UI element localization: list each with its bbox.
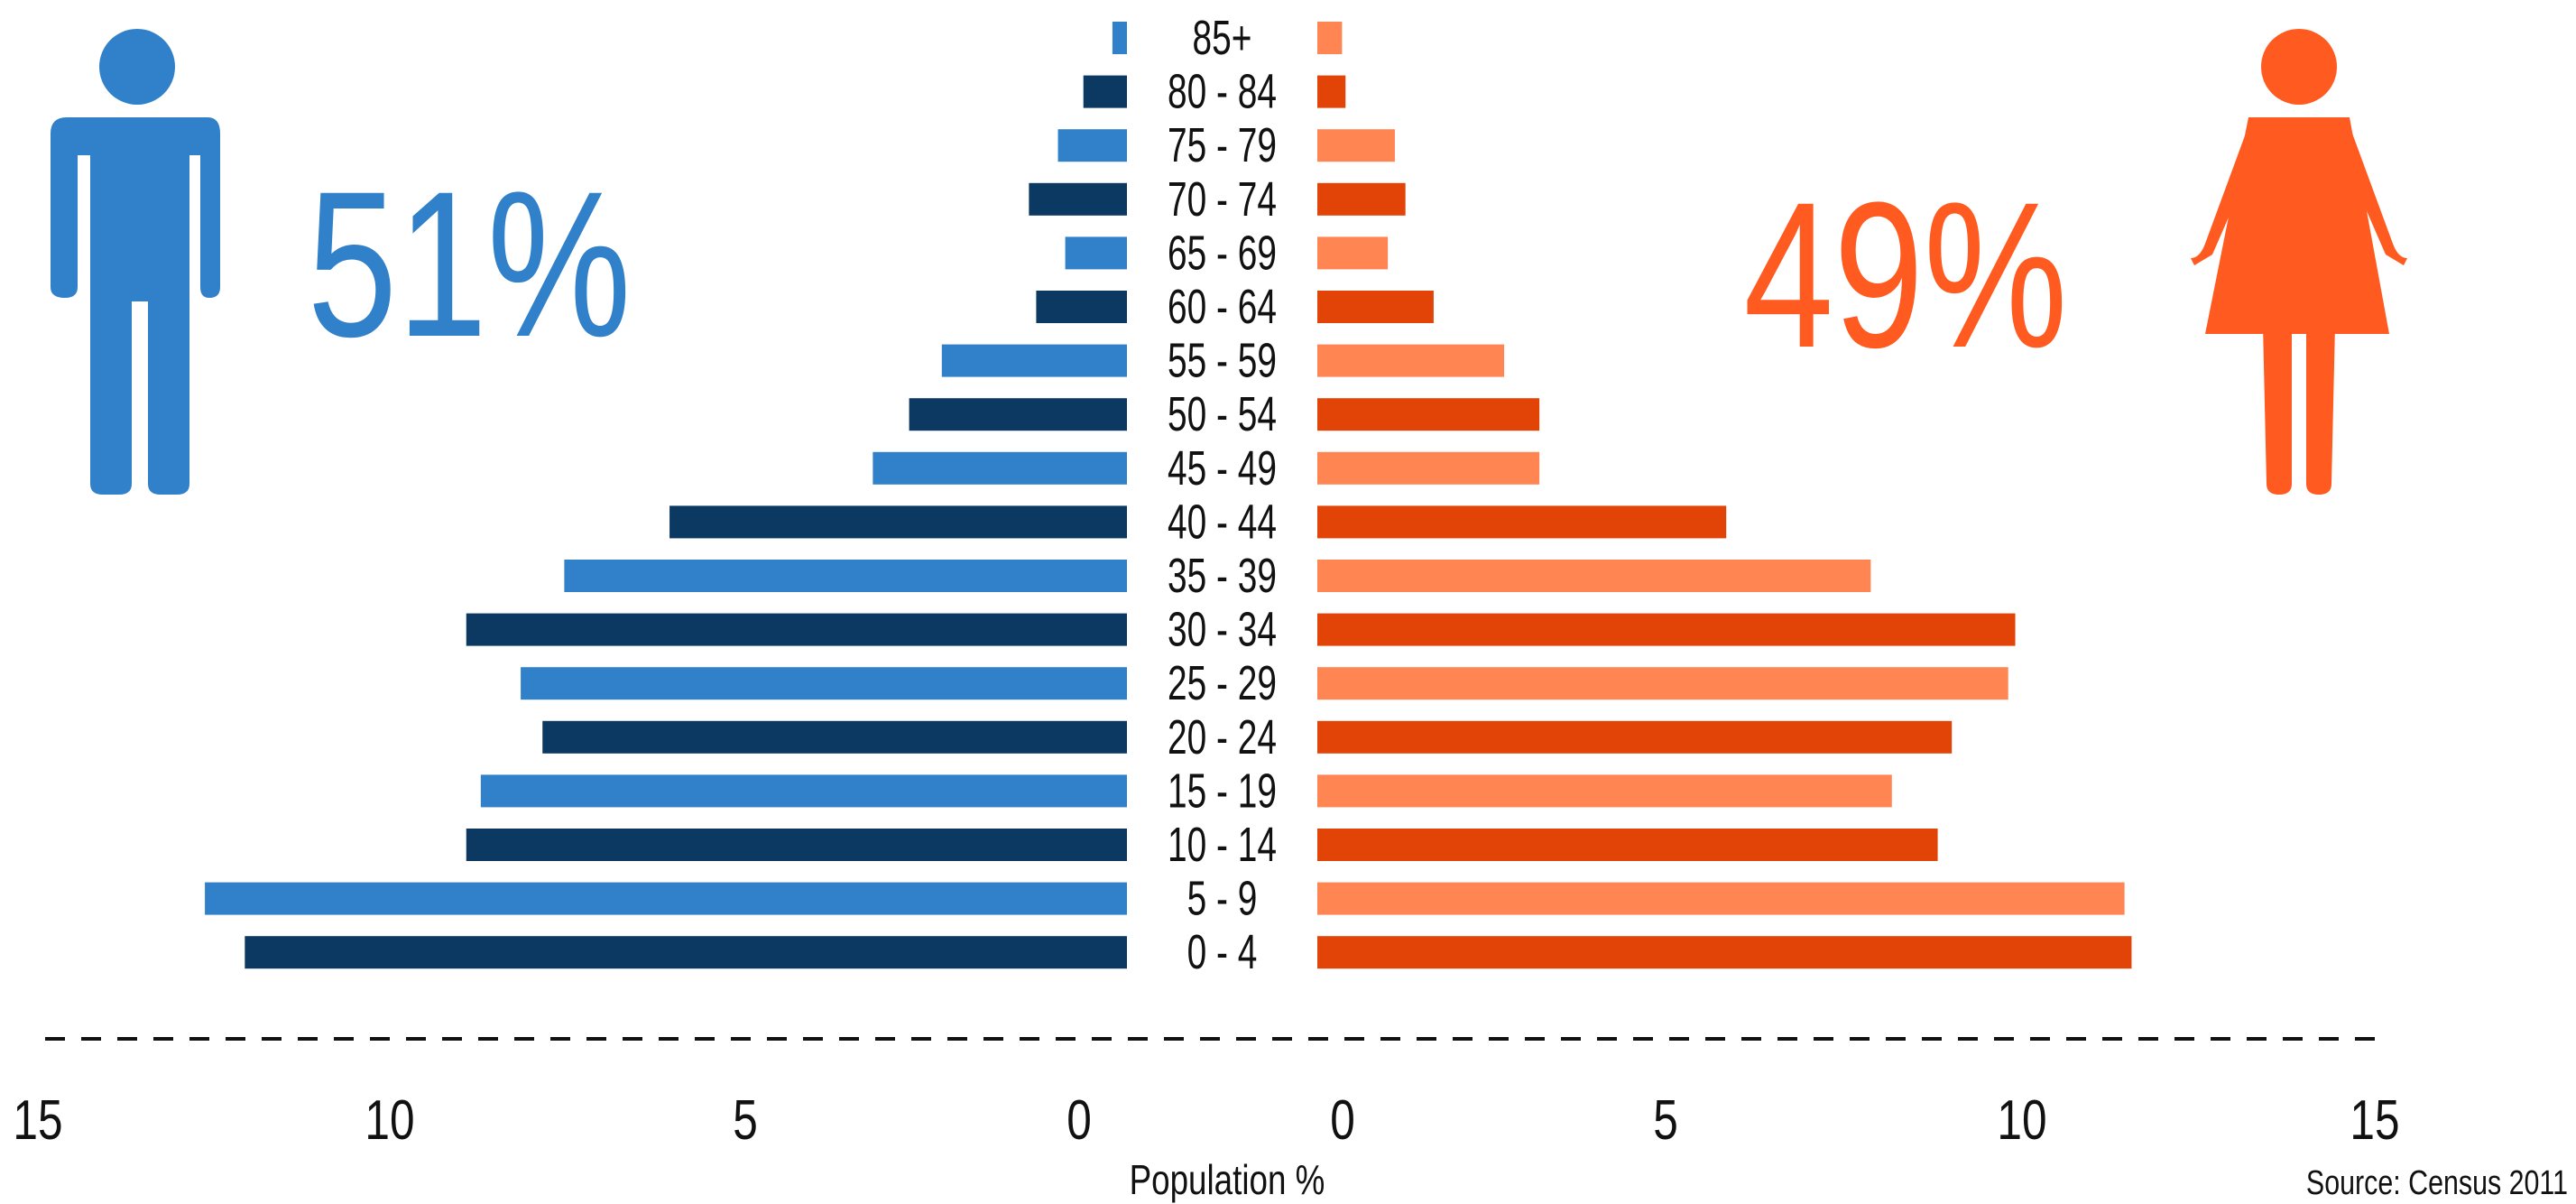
x-tick-label: 5 [1653,1088,1678,1152]
male-bar [1065,236,1127,270]
female-bar [1317,182,1406,216]
female-bar [1317,560,1871,592]
source-note: Source: Census 2011 [2306,1164,2568,1202]
age-group-label: 30 - 34 [1168,601,1277,656]
age-group-label: 80 - 84 [1168,63,1277,118]
age-group-label: 10 - 14 [1168,817,1277,872]
x-axis-label: Population % [1130,1156,1325,1203]
x-tick-label: 15 [13,1088,62,1152]
female-bar [1317,505,1727,539]
female-figure-icon [2191,29,2407,495]
age-group-label: 40 - 44 [1168,494,1277,549]
age-group-label: 65 - 69 [1168,225,1277,280]
male-bar [480,774,1127,808]
age-group-label: 75 - 79 [1168,117,1277,172]
male-bar [1036,291,1127,323]
male-bar [205,882,1127,915]
male-bar [1083,75,1127,108]
male-bar [909,398,1127,431]
female-bar [1317,720,1953,754]
x-tick-label: 15 [2350,1088,2399,1152]
age-group-label: 0 - 4 [1187,924,1258,979]
x-tick-label: 10 [365,1088,414,1152]
male-bar [1112,22,1127,54]
female-bar [1317,936,2132,969]
age-group-label: 85+ [1193,10,1252,65]
female-bar [1317,344,1505,377]
male-bar [1029,182,1127,216]
male-bar [1057,129,1127,162]
bars-group [205,22,2132,969]
male-bar [873,451,1127,485]
female-bar [1317,774,1892,808]
female-bar [1317,236,1389,270]
age-group-label: 20 - 24 [1168,709,1277,764]
female-bar [1317,398,1540,431]
male-bar [564,560,1127,592]
male-bar [669,505,1127,539]
female-bar [1317,22,1343,54]
male-percentage: 51% [307,147,631,380]
male-bar [521,667,1127,700]
age-group-label: 60 - 64 [1168,279,1277,334]
age-group-label: 55 - 59 [1168,332,1277,387]
age-group-label: 35 - 39 [1168,548,1277,603]
male-figure-icon [51,29,220,495]
female-bar [1317,451,1540,485]
female-bar [1317,75,1346,108]
female-percentage: 49% [1743,158,2067,391]
x-tick-label: 0 [1066,1088,1092,1152]
male-bar [941,344,1127,377]
male-bar [466,829,1127,861]
female-bar [1317,129,1395,162]
female-bar [1317,613,2016,646]
female-bar [1317,882,2125,915]
age-group-label: 15 - 19 [1168,763,1277,818]
age-group-label: 5 - 9 [1187,870,1258,925]
female-bar [1317,829,1938,861]
age-group-label: 70 - 74 [1168,171,1277,226]
female-bar [1317,291,1434,323]
x-tick-label: 5 [733,1088,758,1152]
x-tick-label: 10 [1997,1088,2046,1152]
age-group-label: 45 - 49 [1168,440,1277,495]
male-bar [466,613,1127,646]
x-ticks-group: 15 10 5 0 0 5 10 15 [13,1088,2399,1152]
x-tick-label: 0 [1330,1088,1355,1152]
age-group-label: 50 - 54 [1168,386,1277,441]
female-bar [1317,667,2008,700]
male-bar [245,936,1128,969]
age-group-label: 25 - 29 [1168,655,1277,710]
male-bar [542,720,1127,754]
